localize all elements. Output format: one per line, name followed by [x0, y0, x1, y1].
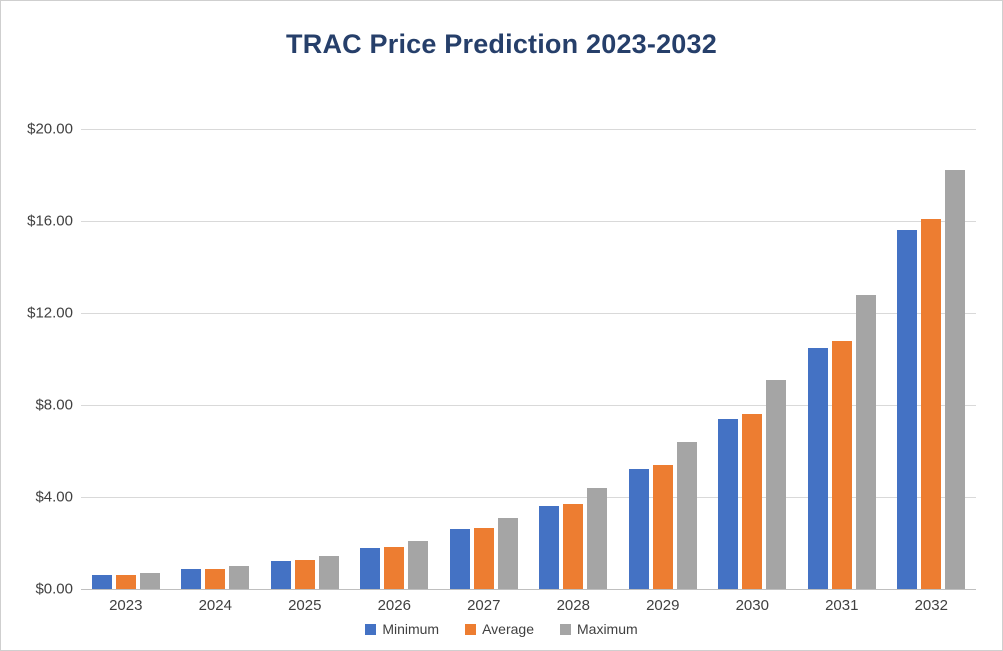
gridline-20	[81, 129, 976, 130]
bar-minimum-2032	[897, 230, 918, 589]
bar-average-2025	[294, 560, 315, 589]
bar-average-2026	[384, 547, 405, 589]
y-axis: $0.00 $4.00 $8.00 $12.00 $16.00 $20.00	[1, 121, 73, 598]
legend-item-average: Average	[465, 621, 534, 637]
gridline-0	[81, 589, 976, 590]
bar-minimum-2028	[539, 506, 560, 589]
x-tick-label-2025: 2025	[288, 597, 322, 614]
legend-swatch-maximum	[560, 623, 571, 635]
bar-group-2024	[181, 129, 250, 589]
bar-average-2029	[652, 464, 673, 589]
bar-minimum-2027	[449, 529, 470, 589]
bar-groups	[81, 129, 976, 589]
bar-maximum-2025	[318, 555, 339, 589]
bar-maximum-2031	[855, 294, 876, 589]
y-tick-label: $0.00	[35, 580, 73, 598]
x-tick-label-2023: 2023	[109, 597, 143, 614]
bar-group-2031	[807, 129, 876, 589]
bar-minimum-2029	[628, 469, 649, 589]
gridline-8	[81, 405, 976, 406]
bar-group-2025	[270, 129, 339, 589]
y-tick-label: $20.00	[27, 120, 73, 138]
bar-maximum-2024	[229, 566, 250, 589]
legend-swatch-average	[465, 623, 477, 635]
bar-maximum-2028	[587, 487, 608, 589]
x-tick-label-2031: 2031	[825, 597, 859, 614]
x-tick-label-2032: 2032	[914, 597, 948, 614]
x-tick-label-2027: 2027	[467, 597, 501, 614]
bar-average-2028	[563, 503, 584, 589]
bar-maximum-2029	[676, 441, 697, 589]
bar-minimum-2030	[718, 418, 739, 589]
bar-maximum-2030	[766, 379, 787, 589]
y-tick-label: $16.00	[27, 212, 73, 230]
legend-swatch-minimum	[365, 623, 377, 635]
bar-maximum-2032	[945, 170, 966, 589]
gridline-12	[81, 313, 976, 314]
x-tick-label-2024: 2024	[198, 597, 232, 614]
x-tick-label-2030: 2030	[735, 597, 769, 614]
bar-average-2032	[921, 218, 942, 589]
bar-average-2027	[473, 528, 494, 589]
bar-group-2029	[628, 129, 697, 589]
bar-minimum-2024	[181, 569, 202, 589]
gridline-4	[81, 497, 976, 498]
legend: Minimum Average Maximum	[1, 621, 1002, 637]
bar-minimum-2023	[91, 575, 112, 589]
bar-group-2027	[449, 129, 518, 589]
x-axis: 2023 2024 2025 2026 2027 2028 2029 2030 2031 2032	[81, 597, 976, 619]
chart-title: TRAC Price Prediction 2023-2032	[286, 29, 717, 59]
legend-item-minimum: Minimum	[365, 621, 439, 637]
x-tick-label-2026: 2026	[377, 597, 411, 614]
bar-group-2030	[718, 129, 787, 589]
bar-minimum-2025	[270, 561, 291, 589]
bar-group-2032	[897, 129, 966, 589]
y-tick-label: $4.00	[35, 488, 73, 506]
legend-label: Maximum	[577, 621, 638, 637]
x-tick-label-2028: 2028	[556, 597, 590, 614]
bar-average-2023	[115, 574, 136, 589]
x-tick-label-2029: 2029	[646, 597, 680, 614]
bar-group-2028	[539, 129, 608, 589]
bar-average-2031	[831, 340, 852, 589]
gridline-16	[81, 221, 976, 222]
bar-group-2023	[91, 129, 160, 589]
y-tick-label: $8.00	[35, 396, 73, 414]
bar-average-2024	[205, 568, 226, 589]
legend-label: Minimum	[382, 621, 440, 637]
bar-maximum-2027	[497, 517, 518, 589]
y-tick-label: $12.00	[27, 304, 73, 322]
bar-group-2026	[360, 129, 429, 589]
bar-minimum-2031	[807, 347, 828, 589]
bar-maximum-2023	[139, 572, 160, 589]
legend-item-maximum: Maximum	[560, 621, 638, 637]
bar-minimum-2026	[360, 547, 381, 589]
legend-label: Average	[482, 621, 534, 637]
plot-area	[81, 129, 976, 590]
bar-maximum-2026	[408, 540, 429, 589]
bar-average-2030	[742, 414, 763, 589]
